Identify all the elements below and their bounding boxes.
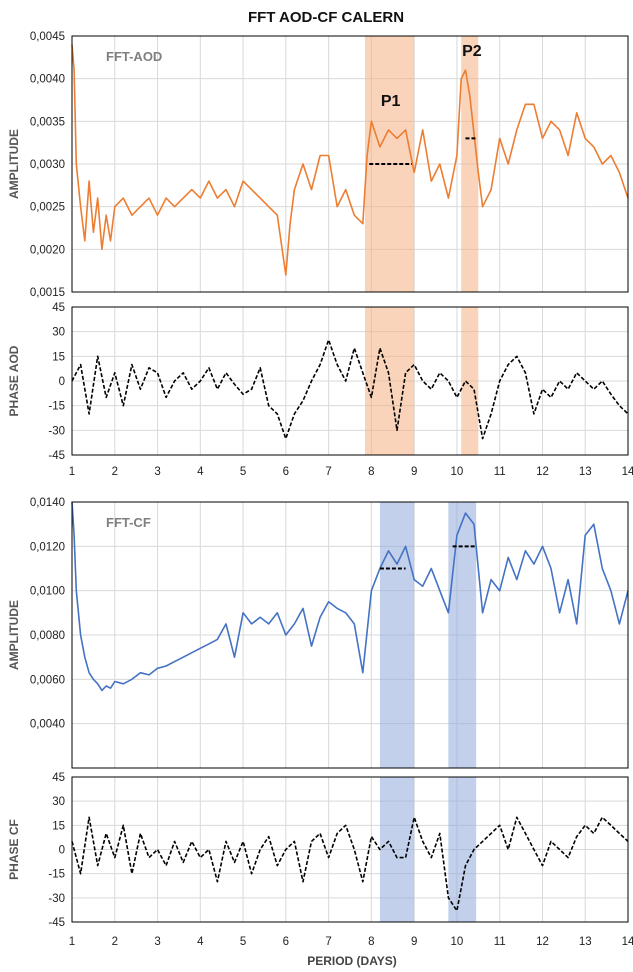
y-tick-label: 0,0020	[30, 244, 65, 256]
highlight-band	[461, 307, 479, 455]
y-tick-label: 15	[52, 351, 65, 363]
highlight-band	[448, 777, 477, 922]
panel-fft_cf: 0,0040 0,0060 0,0080 0,0100 0,0120 0,0140 AMPL…	[7, 497, 629, 769]
x-tick-label: 13	[579, 466, 592, 478]
x-tick-label: 12	[536, 936, 549, 948]
plot-frame	[71, 501, 629, 769]
x-tick-label: 6	[283, 936, 289, 948]
series-line-fft_aod	[71, 44, 629, 276]
y-tick-label: 0,0035	[30, 116, 65, 128]
x-tick-label: 10	[451, 466, 464, 478]
plot-frame	[71, 35, 629, 293]
panel-phase_aod: -45 -30 -15 0 15 30 45 PHASE AOD	[7, 302, 629, 462]
y-tick-label: -15	[48, 401, 65, 413]
series-line-phase_aod	[71, 339, 629, 440]
x-tick-label: 14	[622, 936, 633, 948]
x-tick-label: 4	[197, 466, 204, 478]
x-tick-label: 3	[154, 466, 160, 478]
x-tick-label: 4	[197, 936, 204, 948]
x-tick-label: 13	[579, 936, 592, 948]
y-tick-label: 0	[59, 845, 65, 857]
y-tick-label: 0,0040	[30, 719, 65, 731]
x-tick-label: 6	[283, 466, 289, 478]
x-tick-label: 2	[112, 936, 118, 948]
y-tick-label: -30	[48, 425, 65, 437]
highlight-band	[379, 502, 415, 768]
highlight-band	[461, 36, 479, 292]
x-tick-label: 9	[411, 936, 417, 948]
y-tick-label: 30	[52, 796, 65, 808]
plot-frame	[71, 776, 629, 923]
y-tick-label: 30	[52, 327, 65, 339]
y-axis-label: PHASE CF	[7, 819, 21, 880]
x-tick-label: 2	[112, 466, 118, 478]
y-tick-label: 0,0030	[30, 159, 65, 171]
y-axis-label: PHASE AOD	[7, 345, 21, 416]
y-tick-label: 0,0060	[30, 674, 65, 686]
x-tick-label: 10	[451, 936, 464, 948]
x-tick-label: 5	[240, 466, 246, 478]
panels: 0,00150,00200,00250,00300,00350,00400,00…	[7, 31, 633, 948]
y-tick-label: -15	[48, 869, 65, 881]
peak-label-p2: P2	[462, 43, 482, 60]
x-tick-label: 3	[154, 936, 160, 948]
x-tick-label: 8	[368, 936, 374, 948]
highlight-band	[379, 777, 415, 922]
chart-title: FFT AOD-CF CALERN	[248, 9, 404, 26]
panel-phase_cf: -45 -30 -15 0 15 30 45 PHASE CF	[7, 772, 629, 929]
y-tick-label: 0	[59, 376, 65, 388]
y-tick-label: 0,0025	[30, 202, 65, 214]
series-label: FFT-AOD	[106, 49, 162, 64]
plot-frame	[71, 306, 629, 456]
series-line-phase_cf	[71, 816, 629, 912]
x-tick-label: 1	[69, 466, 75, 478]
y-tick-label: -30	[48, 893, 65, 905]
y-axis-label: AMPLITUDE	[7, 600, 21, 670]
x-tick-label: 7	[325, 466, 331, 478]
y-tick-label: 0,0140	[30, 497, 65, 509]
y-tick-label: 0,0045	[30, 31, 65, 43]
x-tick-label: 7	[325, 936, 331, 948]
x-tick-label: 1	[69, 936, 75, 948]
highlight-band	[364, 307, 415, 455]
y-tick-label: 0,0120	[30, 541, 65, 553]
x-tick-label: 11	[494, 936, 506, 948]
y-tick-label: -45	[48, 450, 65, 462]
x-axis-label: PERIOD (DAYS)	[307, 954, 397, 968]
highlight-band	[448, 502, 477, 768]
y-tick-label: 45	[52, 772, 65, 784]
y-tick-label: 0,0080	[30, 630, 65, 642]
y-tick-label: 0,0100	[30, 586, 65, 598]
y-axis-label: AMPLITUDE	[7, 129, 21, 199]
series-line-fft_cf	[71, 501, 629, 692]
x-tick-label: 5	[240, 936, 246, 948]
series-label: FFT-CF	[106, 515, 151, 530]
x-tick-label: 11	[494, 466, 506, 478]
peak-label-p1: P1	[381, 93, 401, 110]
y-tick-label: 0,0015	[30, 287, 65, 299]
x-tick-label: 12	[536, 466, 549, 478]
panel-fft_aod: 0,0015 0,0020 0,0025 0,0030 0,0035 0,0040 0,00…	[7, 31, 629, 299]
y-tick-label: 15	[52, 820, 65, 832]
x-tick-label: 9	[411, 466, 417, 478]
y-tick-label: 0,0040	[30, 74, 65, 86]
y-tick-label: -45	[48, 917, 65, 929]
x-tick-label: 8	[368, 466, 374, 478]
x-tick-label: 14	[622, 466, 633, 478]
y-tick-label: 45	[52, 302, 65, 314]
